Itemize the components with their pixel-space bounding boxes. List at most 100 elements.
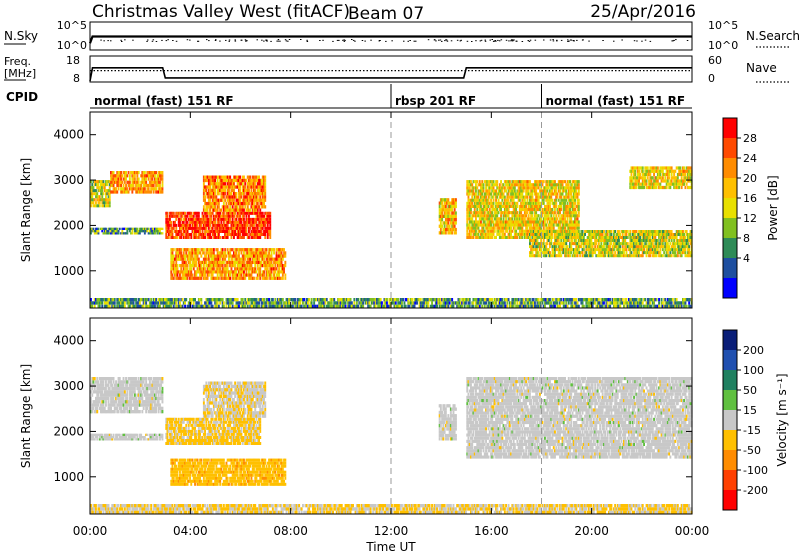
scatter-cell xyxy=(259,178,262,183)
scatter-cell xyxy=(184,223,186,227)
scatter-cell xyxy=(215,254,218,258)
scatter-cell xyxy=(542,180,545,184)
scatter-cell xyxy=(192,220,195,224)
scatter-cell xyxy=(665,236,668,239)
scatter-cell xyxy=(616,236,619,239)
scatter-cell xyxy=(256,264,259,268)
scatter-cell xyxy=(207,220,210,224)
scatter-cell xyxy=(505,201,507,205)
scatter-cell xyxy=(483,232,486,236)
scatter-cell xyxy=(195,236,198,239)
scatter-cell xyxy=(486,204,489,208)
scatter-cell xyxy=(571,195,574,199)
scatter-cell xyxy=(214,233,217,236)
scatter-cell xyxy=(567,214,570,218)
scatter-cell xyxy=(102,227,105,230)
scatter-cell xyxy=(241,226,244,230)
scatter-cell xyxy=(95,232,97,235)
scatter-cell xyxy=(111,177,114,181)
scatter-cell xyxy=(279,251,282,255)
scatter-cell xyxy=(169,230,171,233)
scatter-cell xyxy=(259,208,262,212)
scatter-cell xyxy=(215,208,218,212)
scatter-cell xyxy=(215,230,218,233)
scatter-cell xyxy=(544,248,546,252)
scatter-cell xyxy=(570,217,573,221)
scatter-cell xyxy=(256,192,259,196)
scatter-cell xyxy=(263,276,265,280)
scatter-cell xyxy=(616,245,619,249)
scatter-cell xyxy=(171,264,174,268)
scatter-cell xyxy=(497,192,500,196)
scatter-cell xyxy=(577,226,580,230)
nsky-noise-point xyxy=(284,39,287,41)
scatter-cell xyxy=(523,195,526,199)
scatter-cell xyxy=(611,236,614,239)
scatter-cell xyxy=(253,257,255,261)
scatter-cell xyxy=(555,220,558,224)
scatter-cell xyxy=(250,270,253,274)
scatter-cell xyxy=(244,185,247,189)
scatter-cell xyxy=(483,198,486,202)
scatter-cell xyxy=(192,223,195,227)
scatter-cell xyxy=(554,239,556,242)
scatter-cell xyxy=(545,192,548,196)
scatter-cell xyxy=(486,232,489,236)
scatter-cell xyxy=(225,211,228,215)
scatter-cell xyxy=(483,208,486,212)
scatter-cell xyxy=(156,227,159,230)
scatter-cell xyxy=(668,233,671,236)
scatter-cell xyxy=(530,189,533,193)
scatter-cell xyxy=(546,186,549,190)
scatter-cell xyxy=(171,251,174,255)
scatter-cell xyxy=(176,264,179,268)
scatter-cell xyxy=(518,204,521,208)
scatter-cell xyxy=(194,220,196,224)
scatter-cell xyxy=(654,242,657,246)
scatter-cell xyxy=(591,254,594,258)
scatter-cell xyxy=(610,230,613,233)
scatter-cell xyxy=(581,248,584,252)
scatter-cell xyxy=(542,251,545,255)
scatter-cell xyxy=(680,242,683,246)
nsky-noise-point xyxy=(244,39,247,41)
scatter-cell xyxy=(566,180,569,184)
scatter-cell xyxy=(102,204,105,208)
scatter-cell xyxy=(641,236,644,239)
scatter-cell xyxy=(106,180,109,184)
scatter-cell xyxy=(258,211,260,215)
scatter-cell xyxy=(597,236,600,239)
scatter-cell xyxy=(661,230,664,233)
scatter-cell xyxy=(510,223,512,227)
scatter-cell xyxy=(496,195,499,199)
scatter-cell xyxy=(221,223,224,227)
scatter-cell xyxy=(679,254,682,258)
scatter-cell xyxy=(472,223,475,227)
scatter-cell xyxy=(511,214,514,218)
scatter-cell xyxy=(112,187,115,191)
scatter-cell xyxy=(260,260,263,264)
scatter-cell xyxy=(576,180,579,184)
scatter-cell xyxy=(496,223,499,227)
scatter-cell xyxy=(537,236,540,239)
scatter-cell xyxy=(105,183,107,187)
scatter-cell xyxy=(570,239,573,242)
scatter-cell xyxy=(475,226,477,230)
scatter-cell xyxy=(585,248,588,252)
scatter-cell xyxy=(511,229,514,233)
scatter-cell xyxy=(466,235,469,239)
scatter-cell xyxy=(197,220,200,224)
scatter-cell xyxy=(590,251,593,255)
scatter-cell xyxy=(475,198,477,202)
scatter-cell xyxy=(545,211,548,215)
scatter-cell xyxy=(142,187,145,191)
scatter-cell xyxy=(236,254,239,258)
scatter-cell xyxy=(542,186,545,190)
scatter-cell xyxy=(551,211,554,215)
scatter-cell xyxy=(534,180,536,184)
scatter-cell xyxy=(182,251,185,255)
scatter-cell xyxy=(255,270,258,274)
scatter-cell xyxy=(565,214,568,218)
scatter-cell xyxy=(236,220,239,224)
scatter-cell xyxy=(557,230,560,233)
